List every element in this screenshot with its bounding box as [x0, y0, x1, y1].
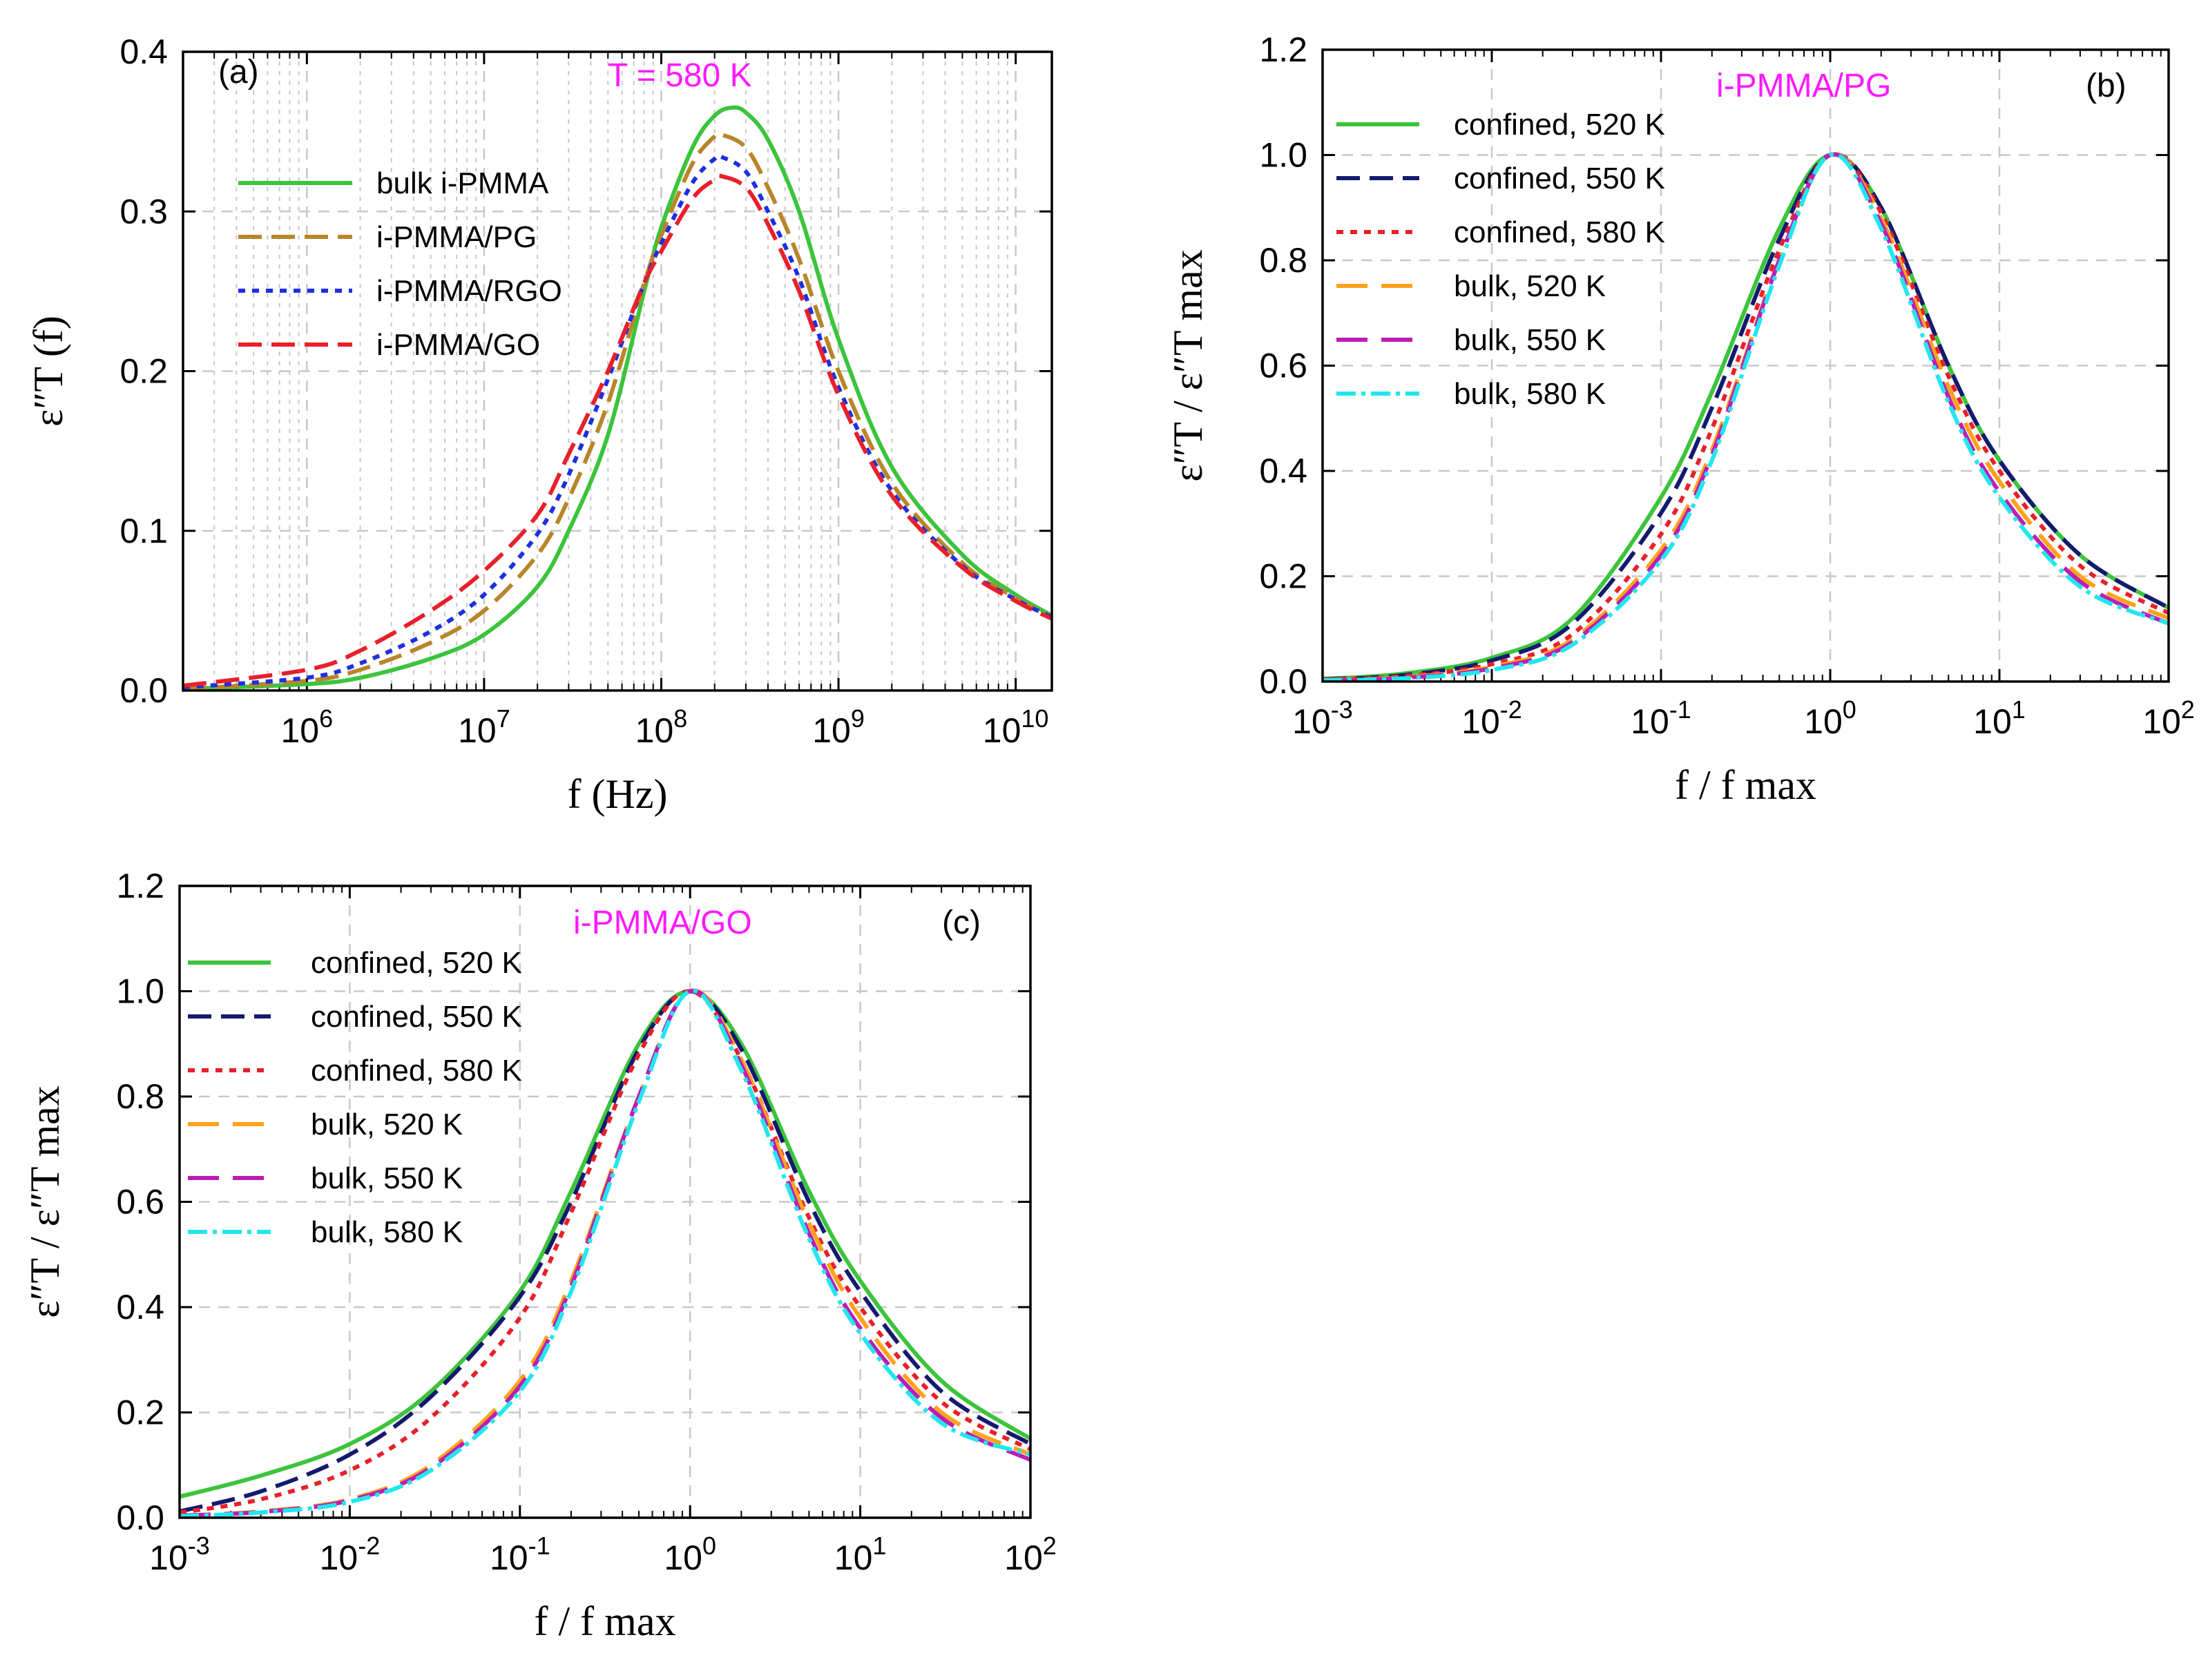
legend-label: bulk, 580 K [1454, 377, 1606, 411]
y-tick-label: 0.4 [116, 1288, 164, 1326]
y-tick-label: 0.6 [1259, 347, 1307, 385]
legend-label: bulk, 580 K [311, 1215, 463, 1249]
y-tick-label: 0.6 [116, 1183, 164, 1222]
legend-label: bulk i-PMMA [376, 166, 549, 200]
x-tick-label: 10-1 [1631, 695, 1691, 741]
series-line-a-3 [183, 173, 1052, 688]
legend-label: confined, 580 K [311, 1054, 522, 1088]
panel-label: (a) [218, 54, 259, 90]
y-tick-label: 0.8 [116, 1077, 164, 1116]
legend-label: i-PMMA/PG [376, 220, 537, 254]
x-axis-title: f (Hz) [568, 771, 668, 817]
panel-annotation: i-PMMA/GO [573, 905, 752, 941]
y-tick-label: 1.0 [1259, 136, 1307, 175]
y-tick-label: 0.1 [119, 512, 168, 550]
panel-c: 10-3 10-2 10-1 100 101 1020.00.20.40.60.81.01… [22, 867, 1057, 1644]
y-tick-label: 0.2 [119, 352, 168, 391]
x-axis-title: f / f max [535, 1599, 676, 1644]
x-axis-title: f / f max [1675, 762, 1816, 808]
legend-label: bulk, 550 K [311, 1161, 463, 1195]
series-line-b-1 [1323, 152, 2169, 682]
y-tick-label: 0.0 [1259, 662, 1307, 701]
y-axis-title: ε″T / ε″T max [1165, 249, 1211, 481]
legend-label: i-PMMA/GO [376, 328, 540, 362]
plot-frame [182, 50, 1053, 692]
y-tick-label: 0.8 [1259, 241, 1307, 280]
series-line-b-5 [1323, 152, 2169, 682]
y-tick-label: 0.0 [119, 671, 168, 710]
y-tick-label: 0.4 [1259, 452, 1307, 490]
y-axis-title: ε″T / ε″T max [22, 1085, 68, 1317]
series-line-c-0 [180, 989, 1030, 1499]
legend-label: i-PMMA/RGO [376, 274, 562, 308]
legend-label: confined, 520 K [311, 946, 522, 980]
plot-frame [178, 885, 1032, 1519]
series-line-b-2 [1323, 152, 2169, 682]
panel-b: 10-3 10-2 10-1 100 101 1020.00.20.40.60.81.01… [1165, 30, 2195, 808]
series-line-b-4 [1323, 152, 2169, 682]
panel-annotation: i-PMMA/PG [1716, 68, 1891, 104]
legend-label: bulk, 520 K [1454, 269, 1606, 303]
x-tick-label: 108 [635, 704, 688, 750]
series-line-a-0 [183, 105, 1052, 691]
series-line-a-2 [183, 153, 1052, 690]
panel-annotation: T = 580 K [608, 57, 752, 94]
series-line-c-5 [180, 988, 1030, 1518]
legend-label: bulk, 520 K [311, 1108, 463, 1141]
legend-label: confined, 550 K [1454, 162, 1665, 195]
series-line-c-4 [180, 988, 1030, 1518]
x-tick-label: 102 [1004, 1532, 1057, 1577]
legend-label: confined, 550 K [311, 1000, 522, 1034]
panel-label: (c) [942, 905, 981, 941]
y-tick-label: 1.0 [116, 972, 164, 1011]
y-axis-title: ε″T (f) [26, 316, 71, 427]
legend-label: bulk, 550 K [1454, 323, 1606, 357]
y-tick-label: 1.2 [116, 867, 164, 905]
x-tick-label: 10-3 [149, 1532, 210, 1577]
y-tick-label: 0.2 [116, 1393, 164, 1432]
y-tick-label: 0.2 [1259, 557, 1307, 596]
y-tick-label: 1.2 [1259, 30, 1307, 69]
series-line-c-2 [180, 989, 1030, 1515]
y-tick-label: 0.3 [119, 192, 168, 231]
y-tick-label: 0.4 [119, 32, 168, 71]
plot-frame [1321, 48, 2170, 683]
legend-label: confined, 520 K [1454, 108, 1665, 142]
y-tick-label: 0.0 [116, 1498, 164, 1537]
legend-label: confined, 580 K [1454, 215, 1665, 249]
series-line-b-0 [1323, 152, 2169, 682]
series-line-a-1 [183, 131, 1052, 691]
panel-label: (b) [2086, 68, 2127, 104]
